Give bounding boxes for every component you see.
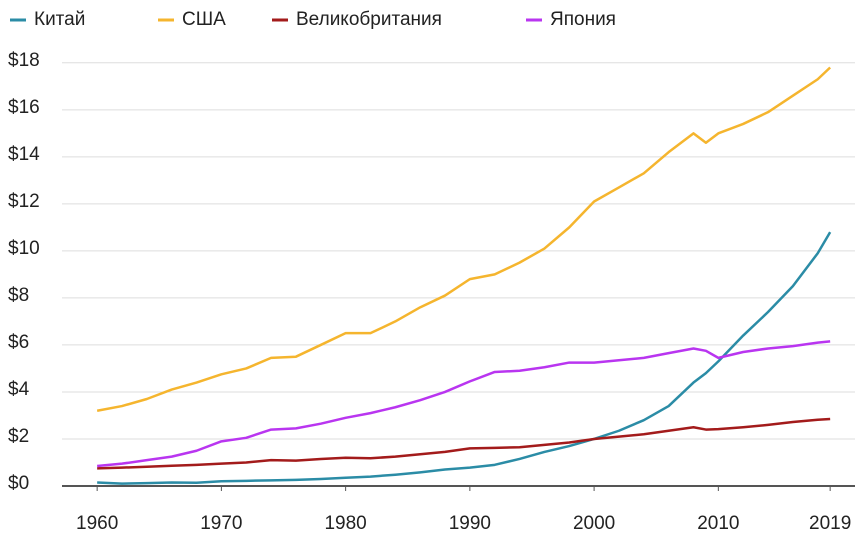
x-tick-label: 1990 (449, 513, 491, 534)
series-line (97, 417, 831, 470)
x-tick-label: 2000 (573, 513, 615, 534)
series-line (97, 231, 832, 485)
y-tick-label: $18 (8, 50, 40, 71)
y-tick-label: $4 (8, 379, 30, 400)
y-tick-label: $8 (8, 285, 29, 306)
y-tick-label: $6 (8, 332, 29, 353)
y-tick-label: $2 (8, 426, 29, 447)
legend-label: США (182, 9, 226, 30)
x-tick-label: 1960 (76, 513, 118, 534)
y-tick-label: $0 (8, 473, 29, 494)
x-tick-label: 2010 (697, 513, 739, 534)
y-tick-label: $14 (8, 144, 40, 165)
legend-label: Япония (550, 9, 616, 30)
x-tick-label: 2019 (809, 513, 851, 534)
series-line (97, 340, 831, 468)
y-tick-label: $12 (8, 191, 40, 212)
legend-label: Великобритания (296, 9, 442, 30)
y-tick-label: $16 (8, 97, 40, 118)
x-tick-label: 1980 (324, 513, 366, 534)
x-tick-label: 1970 (200, 513, 242, 534)
y-tick-label: $10 (8, 238, 40, 259)
series-line (96, 66, 832, 412)
legend-label: Китай (34, 9, 85, 30)
